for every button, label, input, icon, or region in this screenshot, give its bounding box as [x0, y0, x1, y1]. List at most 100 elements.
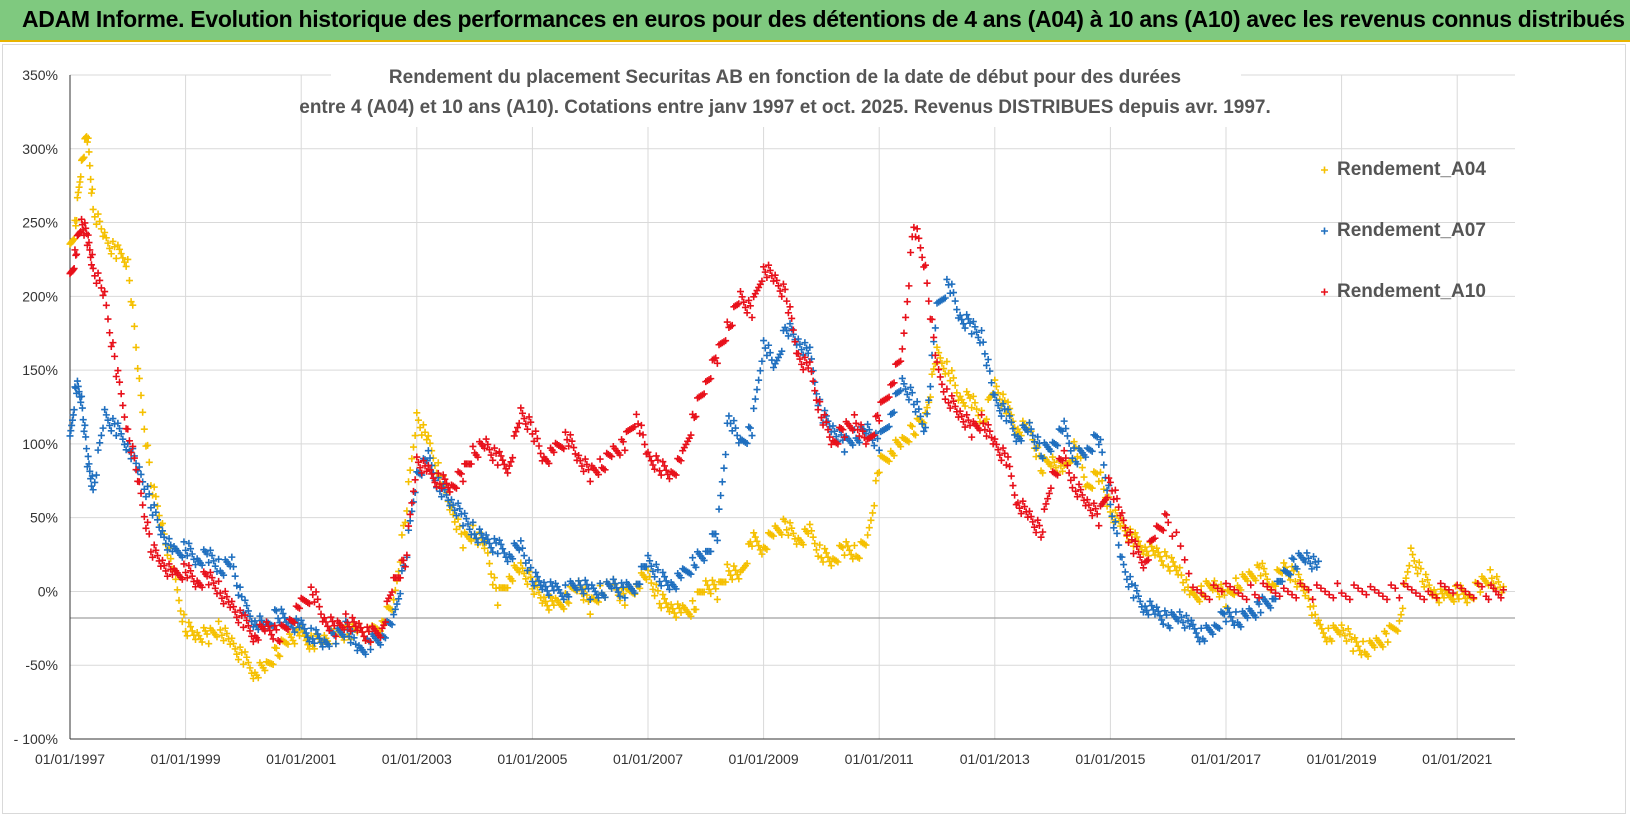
data-point — [291, 628, 299, 636]
data-point — [149, 491, 157, 499]
data-point — [1100, 485, 1108, 493]
data-point — [647, 457, 655, 465]
data-point — [1404, 583, 1412, 591]
data-point — [1350, 581, 1358, 589]
data-point — [908, 422, 916, 430]
data-point — [1080, 473, 1088, 481]
data-point — [822, 418, 830, 426]
data-point — [390, 611, 398, 619]
data-point — [992, 382, 1000, 390]
data-point — [218, 631, 226, 639]
data-point — [951, 402, 959, 410]
data-point — [586, 610, 594, 618]
data-point — [330, 622, 338, 630]
data-point — [507, 458, 515, 466]
data-point — [609, 575, 617, 583]
data-point — [393, 600, 401, 608]
data-point — [1017, 510, 1025, 518]
data-point — [1328, 637, 1336, 645]
data-point — [406, 517, 414, 525]
data-point — [1371, 586, 1379, 594]
data-point — [1280, 584, 1288, 592]
data-point — [621, 601, 629, 609]
data-point — [307, 583, 315, 591]
data-point — [964, 315, 972, 323]
data-point — [1450, 598, 1458, 606]
data-point — [968, 330, 976, 338]
data-point — [233, 650, 241, 658]
data-point — [88, 472, 96, 480]
data-point — [1191, 625, 1199, 633]
data-point — [1176, 564, 1184, 572]
data-point — [205, 581, 213, 589]
data-point — [147, 482, 155, 490]
data-point — [1379, 643, 1387, 651]
data-point — [809, 533, 817, 541]
data-point — [484, 549, 492, 557]
x-tick-label: 01/01/2001 — [266, 751, 336, 767]
data-point — [750, 404, 758, 412]
data-point — [771, 271, 779, 279]
data-point — [215, 577, 223, 585]
data-point — [192, 561, 200, 569]
data-point — [730, 562, 738, 570]
data-point — [928, 370, 936, 378]
data-point — [154, 516, 162, 524]
data-point — [885, 423, 893, 431]
data-point — [963, 411, 971, 419]
data-point — [1011, 491, 1019, 499]
data-point — [903, 298, 911, 306]
data-point — [187, 545, 195, 553]
data-point — [1166, 567, 1174, 575]
data-point — [317, 610, 325, 618]
data-point — [1144, 611, 1152, 619]
data-point — [560, 445, 568, 453]
data-point — [183, 552, 191, 560]
data-point — [867, 516, 875, 524]
data-point — [206, 568, 214, 576]
x-tick-label: 01/01/2007 — [613, 751, 683, 767]
data-point — [1032, 528, 1040, 536]
y-tick-label: 200% — [22, 288, 58, 304]
data-point — [1156, 553, 1164, 561]
data-point — [1181, 556, 1189, 564]
data-point — [689, 554, 697, 562]
data-point — [897, 387, 905, 395]
data-point — [472, 534, 480, 542]
data-point — [1039, 469, 1047, 477]
data-point — [687, 431, 695, 439]
data-point — [72, 222, 80, 230]
data-point — [847, 551, 855, 559]
data-point — [943, 275, 951, 283]
data-point — [1433, 594, 1441, 602]
data-point — [357, 624, 365, 632]
data-point — [239, 623, 247, 631]
data-point — [981, 426, 989, 434]
data-point — [1217, 580, 1225, 588]
data-point — [1252, 613, 1260, 621]
data-point — [1019, 497, 1027, 505]
data-point — [243, 653, 251, 661]
data-point — [97, 284, 105, 292]
data-point — [1336, 630, 1344, 638]
data-point — [1075, 480, 1083, 488]
data-point — [814, 552, 822, 560]
data-point — [1255, 594, 1263, 602]
data-point — [923, 410, 931, 418]
data-point — [1286, 571, 1294, 579]
data-point — [301, 625, 309, 633]
data-point — [1136, 553, 1144, 561]
data-point — [426, 454, 434, 462]
data-point — [950, 397, 958, 405]
data-point — [1255, 563, 1263, 571]
data-point — [910, 223, 918, 231]
data-point — [129, 442, 137, 450]
data-point — [518, 564, 526, 572]
series-Rendement_A07 — [66, 275, 1322, 658]
data-point — [983, 361, 991, 369]
data-point — [801, 339, 809, 347]
data-point — [145, 458, 153, 466]
data-point — [272, 644, 280, 652]
data-point — [467, 537, 475, 545]
data-point — [1027, 513, 1035, 521]
